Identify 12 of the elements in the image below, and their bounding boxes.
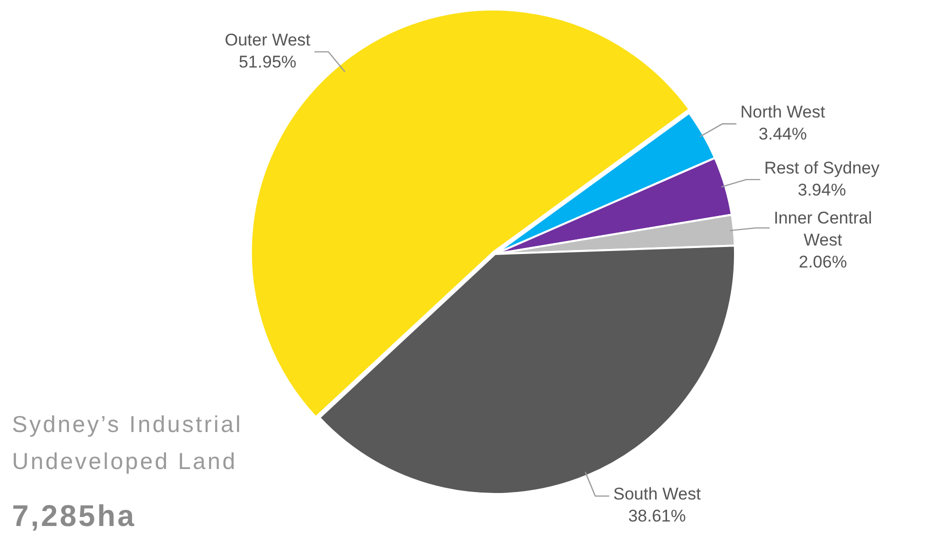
data-label: 38.61% bbox=[628, 506, 686, 526]
text: Sydney’s Industrial Undeveloped Land bbox=[12, 410, 244, 476]
slice-label: South West bbox=[613, 484, 702, 504]
text: 7,285ha bbox=[12, 500, 136, 534]
data-label: 51.95% bbox=[238, 52, 296, 72]
slice-label: Inner Central West bbox=[774, 208, 872, 250]
slice-label: North West bbox=[740, 102, 826, 122]
slice-label: Outer West bbox=[224, 30, 311, 50]
data-label: 3.94% bbox=[798, 180, 846, 200]
data-label: 2.06% bbox=[798, 252, 847, 272]
slice-label: Rest of Sydney bbox=[764, 158, 880, 178]
data-label: 3.44% bbox=[758, 124, 807, 144]
